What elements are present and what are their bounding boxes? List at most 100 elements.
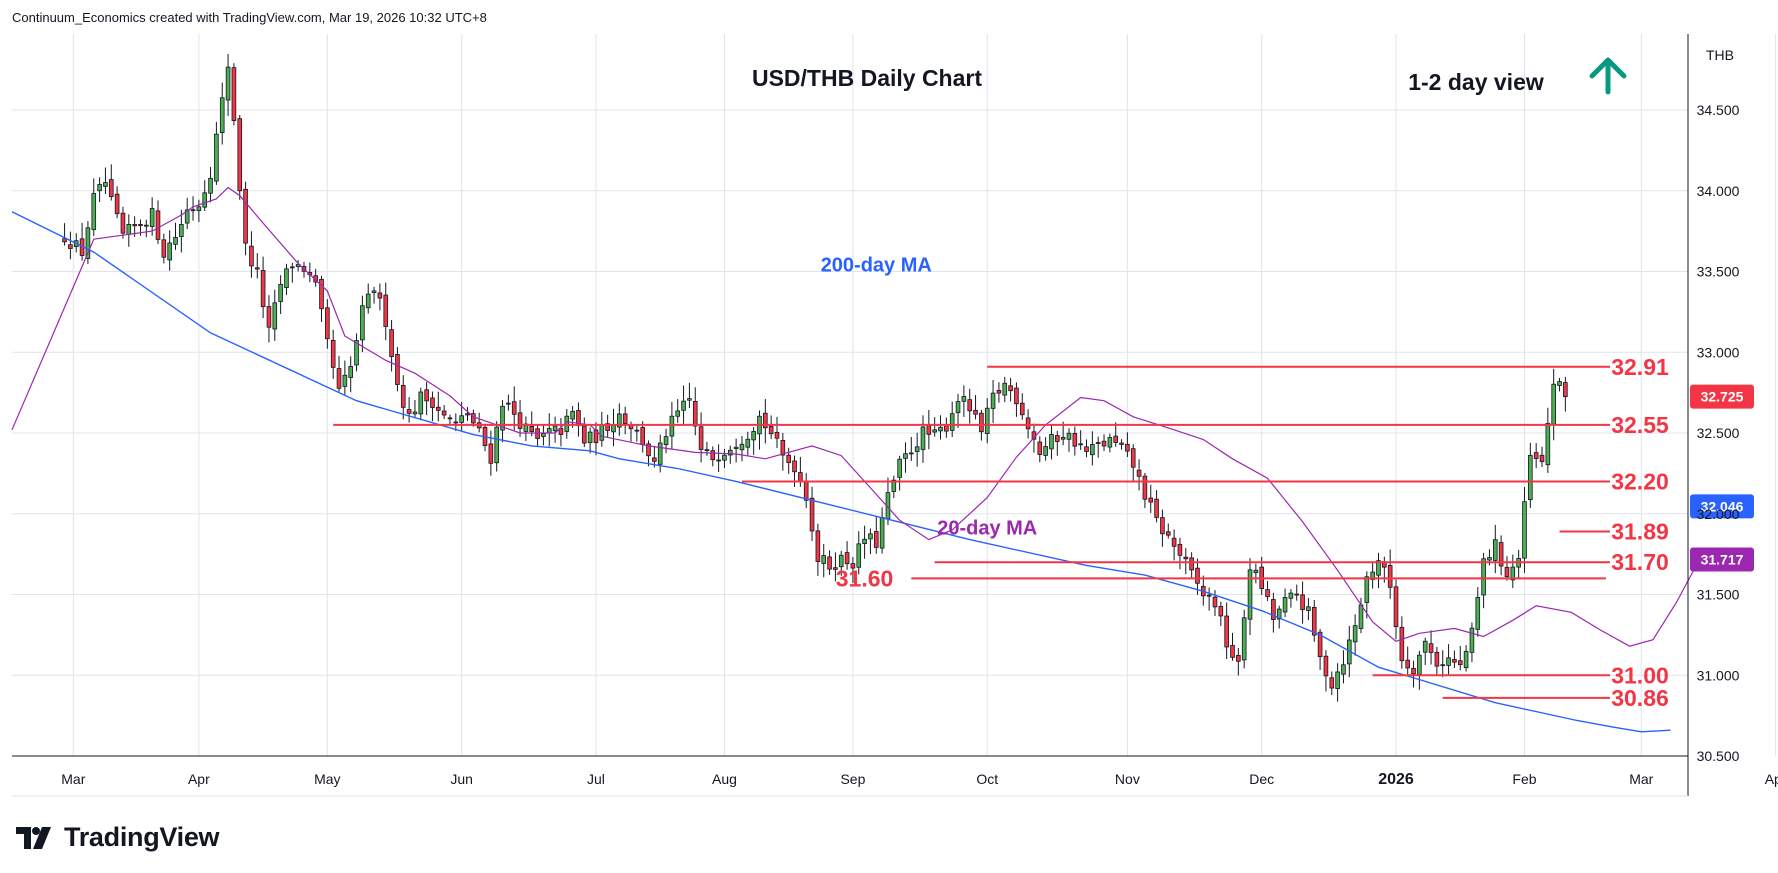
candle-body-down <box>710 450 716 461</box>
candle <box>196 199 202 223</box>
candle <box>441 405 447 419</box>
candle <box>687 382 692 409</box>
candle-body-up <box>862 538 867 544</box>
candle <box>91 178 97 237</box>
candle <box>1160 509 1165 547</box>
candle-body-up <box>1417 654 1422 675</box>
candle <box>365 283 371 314</box>
candle <box>692 387 698 436</box>
candle <box>1148 484 1154 513</box>
candle-body-up <box>1440 664 1446 667</box>
candle-body-up <box>961 396 967 402</box>
candle <box>400 375 406 420</box>
candle <box>336 355 342 392</box>
candle-body-down <box>243 188 248 244</box>
candle <box>1498 535 1504 576</box>
candle-body-up <box>225 66 231 101</box>
candle <box>1463 645 1469 672</box>
candle-body-down <box>395 354 400 385</box>
candle-body-down <box>1119 442 1124 445</box>
currency-label: THB <box>1706 47 1734 63</box>
y-tick-label: 33.500 <box>1697 264 1740 280</box>
candle <box>120 206 126 239</box>
candle <box>1557 377 1562 392</box>
candle <box>1119 439 1124 450</box>
candle <box>1387 549 1393 599</box>
candle <box>1428 630 1434 665</box>
ma20-line <box>11 186 1701 647</box>
candle <box>780 432 786 471</box>
candle-body-up <box>932 429 937 433</box>
ma200-line <box>11 211 1671 733</box>
candle-body-down <box>424 389 429 402</box>
x-tick-label: Jun <box>450 771 473 787</box>
candle <box>184 197 190 230</box>
candle-body-down <box>1218 606 1224 617</box>
candle-body-down <box>430 397 435 408</box>
candle-body-down <box>62 238 67 243</box>
candle-body-up <box>149 208 155 227</box>
candle <box>949 401 955 438</box>
candle-body-down <box>465 413 470 416</box>
candle <box>552 416 558 443</box>
candle-body-down <box>640 427 645 445</box>
candle-body-down <box>1160 517 1165 535</box>
candle-body-down <box>1411 667 1416 675</box>
x-tick-label: Oct <box>976 771 998 787</box>
candle <box>535 424 540 447</box>
candle <box>611 408 616 447</box>
candle-body-down <box>996 390 1002 394</box>
candle <box>558 417 564 447</box>
candle-body-up <box>1107 437 1113 448</box>
candle-body-up <box>1522 501 1527 559</box>
candle-body-down <box>506 402 511 405</box>
candle <box>290 262 295 283</box>
candle-body-up <box>365 293 371 309</box>
candle <box>1317 628 1323 671</box>
candle <box>1393 579 1399 640</box>
candle <box>599 411 605 447</box>
candle <box>984 398 990 444</box>
ma20-label: 20-day MA <box>937 518 1037 540</box>
ma200-label: 200-day MA <box>821 255 932 277</box>
candle <box>208 166 213 203</box>
candle-body-up <box>184 209 190 224</box>
candle-body-down <box>436 406 441 411</box>
candle <box>1206 587 1212 611</box>
candle-body-down <box>1037 441 1043 455</box>
candle <box>873 516 879 554</box>
candle <box>587 427 593 454</box>
candle-body-down <box>237 118 243 192</box>
candle-body-up <box>202 192 208 208</box>
candle <box>722 448 727 469</box>
candle-body-up <box>1276 608 1282 620</box>
candle <box>868 528 873 555</box>
candle <box>1329 671 1335 696</box>
candle <box>897 455 902 491</box>
candle-body-down <box>1271 599 1276 620</box>
candle-body-down <box>1563 382 1568 398</box>
candle <box>698 412 704 463</box>
candle-body-down <box>873 531 879 548</box>
candle-body-up <box>196 206 202 211</box>
candle-body-up <box>1492 539 1498 561</box>
x-tick-label: Nov <box>1115 771 1140 787</box>
candle-body-down <box>383 294 389 327</box>
candle-body-down <box>511 401 517 415</box>
candle <box>1504 556 1510 581</box>
candle-body-up <box>1370 571 1375 580</box>
y-tick-label: 32.500 <box>1697 425 1740 441</box>
candle <box>973 395 978 420</box>
candle <box>1025 409 1031 439</box>
candle-body-down <box>535 428 540 439</box>
candle <box>471 409 476 427</box>
candle <box>1370 561 1375 589</box>
candle <box>371 286 377 304</box>
candle <box>996 382 1002 403</box>
candle <box>944 417 949 438</box>
candle <box>62 223 67 246</box>
candle-body-up <box>938 426 943 432</box>
candle <box>1457 645 1463 671</box>
candle <box>1084 439 1089 458</box>
